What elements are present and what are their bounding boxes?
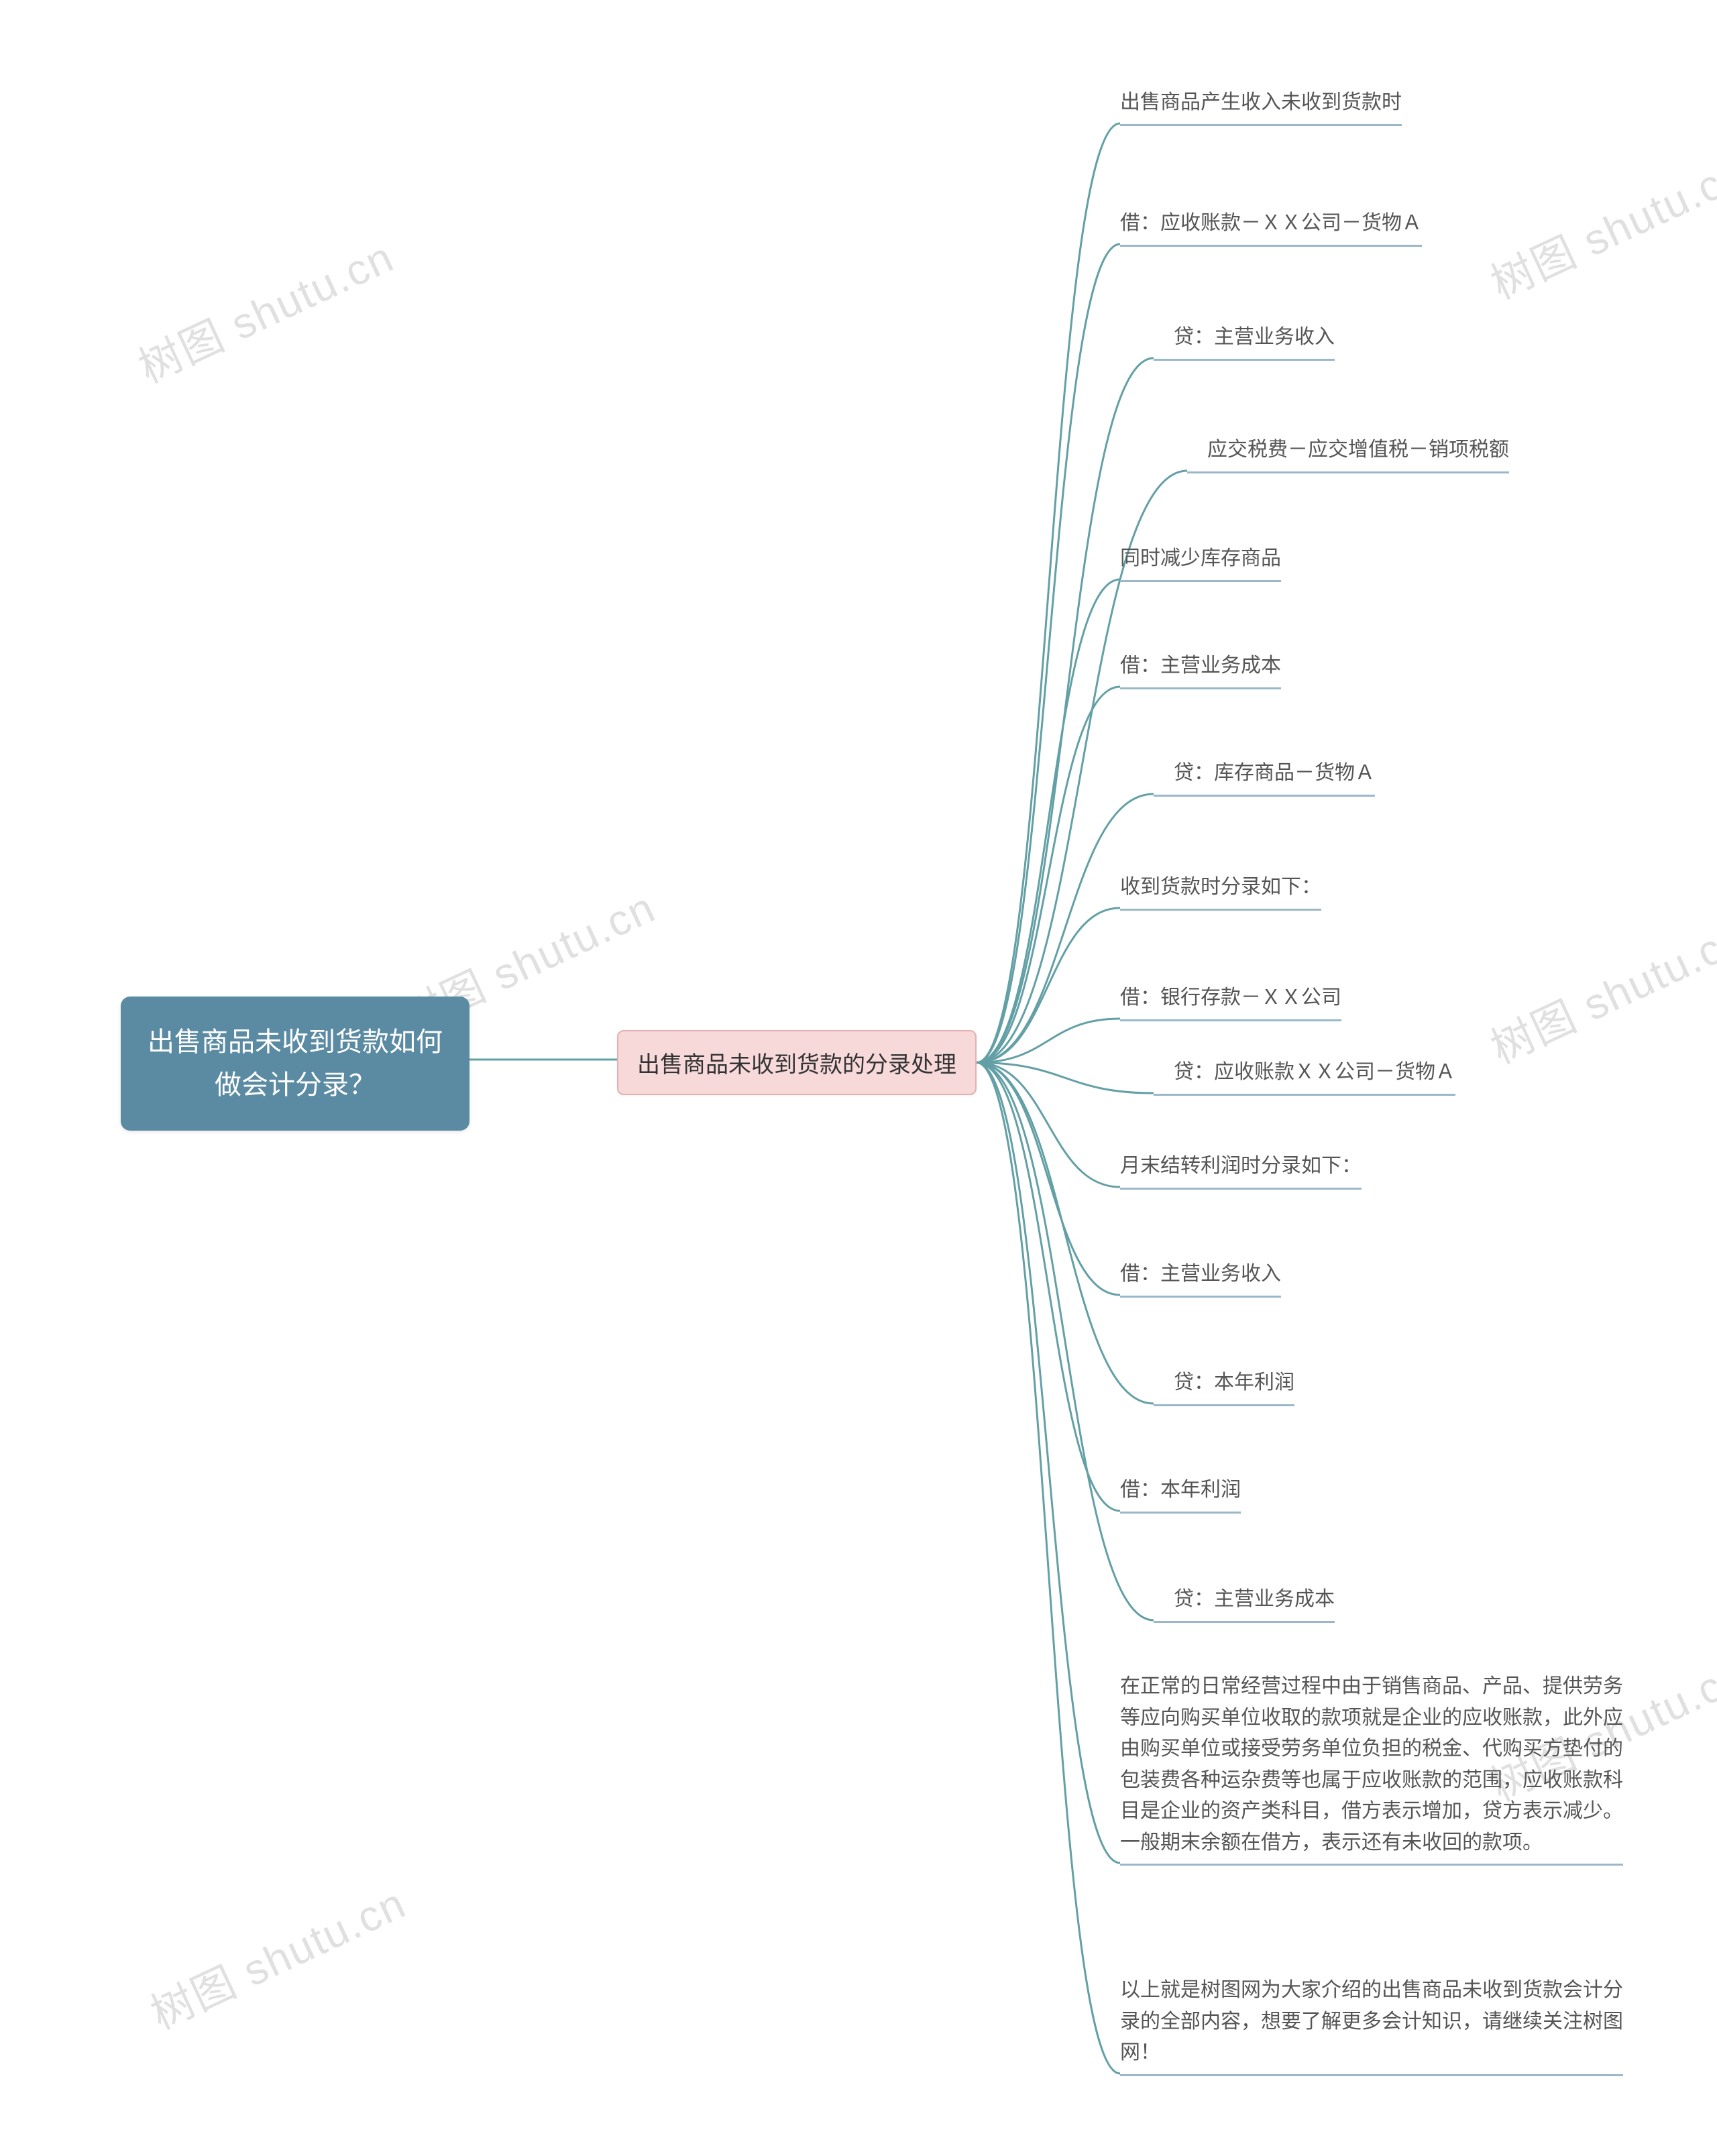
leaf-node[interactable]: 应交税费－应交增值税－销项税额 (1187, 435, 1509, 473)
leaf-node[interactable]: 借：应收账款－ＸＸ公司－货物Ａ (1120, 208, 1422, 247)
leaf-node[interactable]: 贷：库存商品－货物Ａ (1154, 758, 1375, 797)
branch-node[interactable]: 出售商品未收到货款的分录处理 (617, 1030, 977, 1095)
leaf-node[interactable]: 收到货款时分录如下： (1120, 872, 1321, 911)
leaf-node[interactable]: 借：主营业务收入 (1120, 1259, 1281, 1298)
leaf-node[interactable]: 出售商品产生收入未收到货款时 (1120, 87, 1402, 126)
leaf-node[interactable]: 贷：主营业务收入 (1154, 322, 1335, 361)
leaf-node[interactable]: 在正常的日常经营过程中由于销售商品、产品、提供劳务等应向购买单位收取的款项就是企… (1120, 1671, 1623, 1866)
root-node[interactable]: 出售商品未收到货款如何做会计分录？ (121, 997, 469, 1131)
leaf-node[interactable]: 贷：本年利润 (1154, 1367, 1294, 1406)
mindmap-canvas: 树图 shutu.cn树图 shutu.cn树图 shutu.cn树图 shut… (0, 0, 1717, 2156)
leaf-node[interactable]: 贷：主营业务成本 (1154, 1584, 1335, 1623)
leaf-node[interactable]: 贷：应收账款ＸＸ公司－货物Ａ (1154, 1057, 1455, 1096)
leaf-node[interactable]: 借：银行存款－ＸＸ公司 (1120, 982, 1341, 1021)
leaf-node[interactable]: 同时减少库存商品 (1120, 543, 1281, 582)
leaf-node[interactable]: 以上就是树图网为大家介绍的出售商品未收到货款会计分录的全部内容，想要了解更多会计… (1120, 1975, 1623, 2076)
leaf-node[interactable]: 借：本年利润 (1120, 1475, 1241, 1514)
leaf-node[interactable]: 借：主营业务成本 (1120, 650, 1281, 689)
leaf-node[interactable]: 月末结转利润时分录如下： (1120, 1151, 1362, 1190)
